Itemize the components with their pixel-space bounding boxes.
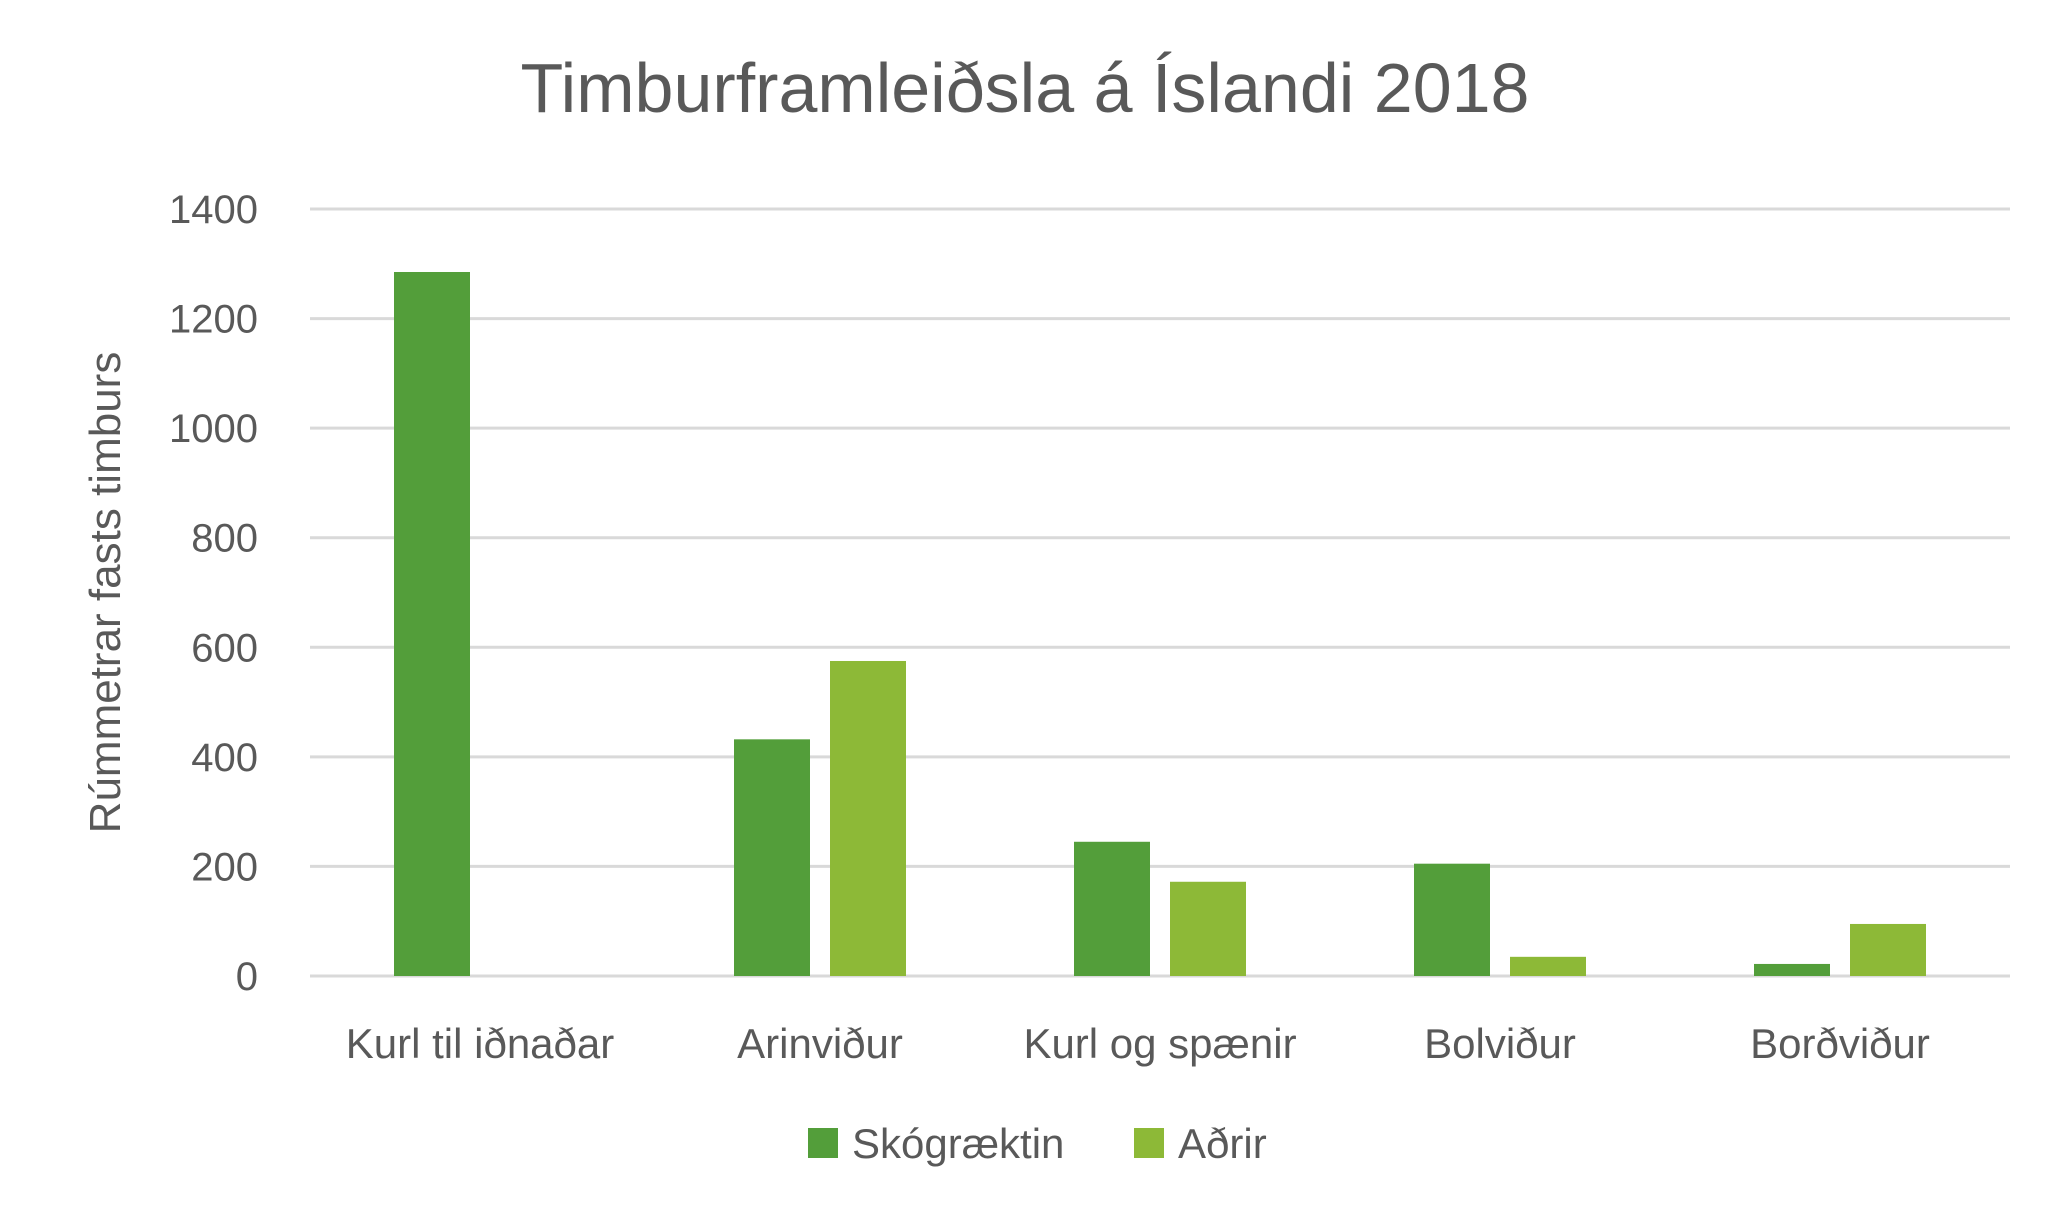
bar-skograektin <box>734 739 810 976</box>
y-tick-label: 200 <box>191 845 258 889</box>
bar-skograektin <box>1754 963 1830 976</box>
x-tick-label: Kurl og spænir <box>1023 1020 1296 1067</box>
y-tick-label: 1000 <box>169 407 258 451</box>
bar-skograektin <box>1074 841 1150 976</box>
y-tick-label: 600 <box>191 626 258 670</box>
y-tick-label: 1400 <box>169 188 258 232</box>
x-tick-label: Borðviður <box>1750 1020 1930 1067</box>
bar-adrir <box>830 660 906 976</box>
bar-adrir <box>1510 956 1586 976</box>
x-tick-label: Arinviður <box>737 1020 903 1067</box>
gridlines <box>310 207 2010 978</box>
axes: 0 200 400 600 800 1000 1200 1400 Kurl til iðnaða… <box>81 188 1930 1067</box>
legend-swatch <box>1134 1128 1164 1158</box>
y-tick-label: 800 <box>191 517 258 561</box>
bar-skograektin <box>394 272 470 977</box>
y-tick-label: 1200 <box>169 298 258 342</box>
x-tick-label: Bolviður <box>1424 1020 1576 1067</box>
y-tick-label: 400 <box>191 736 258 780</box>
legend-swatch <box>808 1128 838 1158</box>
legend-label: Skógræktin <box>852 1120 1064 1167</box>
chart-title: Timburframleiðsla á Íslandi 2018 <box>520 49 1530 127</box>
legend: Skógræktin Aðrir <box>808 1120 1267 1167</box>
bars <box>394 272 1926 977</box>
bar-adrir <box>1850 923 1926 976</box>
bar-skograektin <box>1414 863 1490 976</box>
y-axis-title: Rúmmetrar fasts timburs <box>81 352 130 834</box>
y-tick-label: 0 <box>236 955 258 999</box>
x-tick-label: Kurl til iðnaðar <box>346 1020 614 1067</box>
legend-label: Aðrir <box>1178 1120 1267 1167</box>
bar-adrir <box>1170 881 1246 976</box>
